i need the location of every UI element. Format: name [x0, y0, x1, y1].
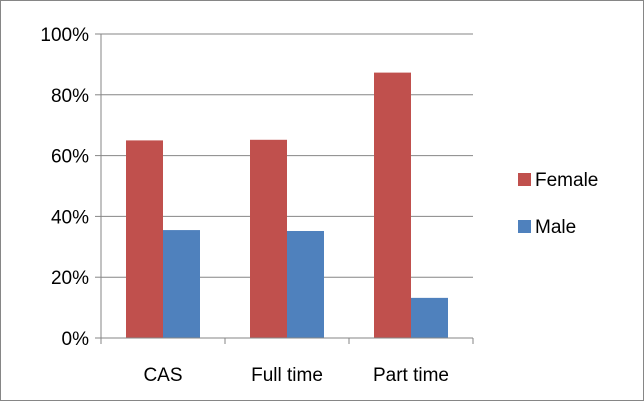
y-tick-label: 40%	[51, 207, 89, 228]
bar-female-full-time	[250, 139, 287, 338]
bar-male-cas	[163, 230, 200, 338]
bar-male-full-time	[287, 230, 324, 338]
tick-labels: 0% 20% 40% 60% 80% 100% CAS Full time Part time	[40, 25, 449, 386]
bar-male-part-time	[411, 297, 448, 338]
x-tick-label: Part time	[373, 365, 449, 386]
bar-female-cas	[126, 140, 163, 338]
legend-label-male: Male	[535, 217, 576, 238]
y-tick-label: 100%	[40, 25, 89, 46]
bar-female-part-time	[374, 72, 411, 338]
legend-swatch-female	[518, 173, 531, 186]
x-tick-label: CAS	[143, 365, 182, 386]
y-tick-label: 20%	[51, 268, 89, 289]
legend: Female Male	[518, 170, 598, 238]
y-tick-label: 80%	[51, 86, 89, 107]
axes	[95, 33, 474, 344]
x-tick-label: Full time	[251, 365, 323, 386]
legend-label-female: Female	[535, 170, 598, 191]
bars	[126, 72, 448, 338]
y-tick-label: 60%	[51, 147, 89, 168]
legend-swatch-male	[518, 220, 531, 233]
y-tick-label: 0%	[62, 329, 90, 350]
